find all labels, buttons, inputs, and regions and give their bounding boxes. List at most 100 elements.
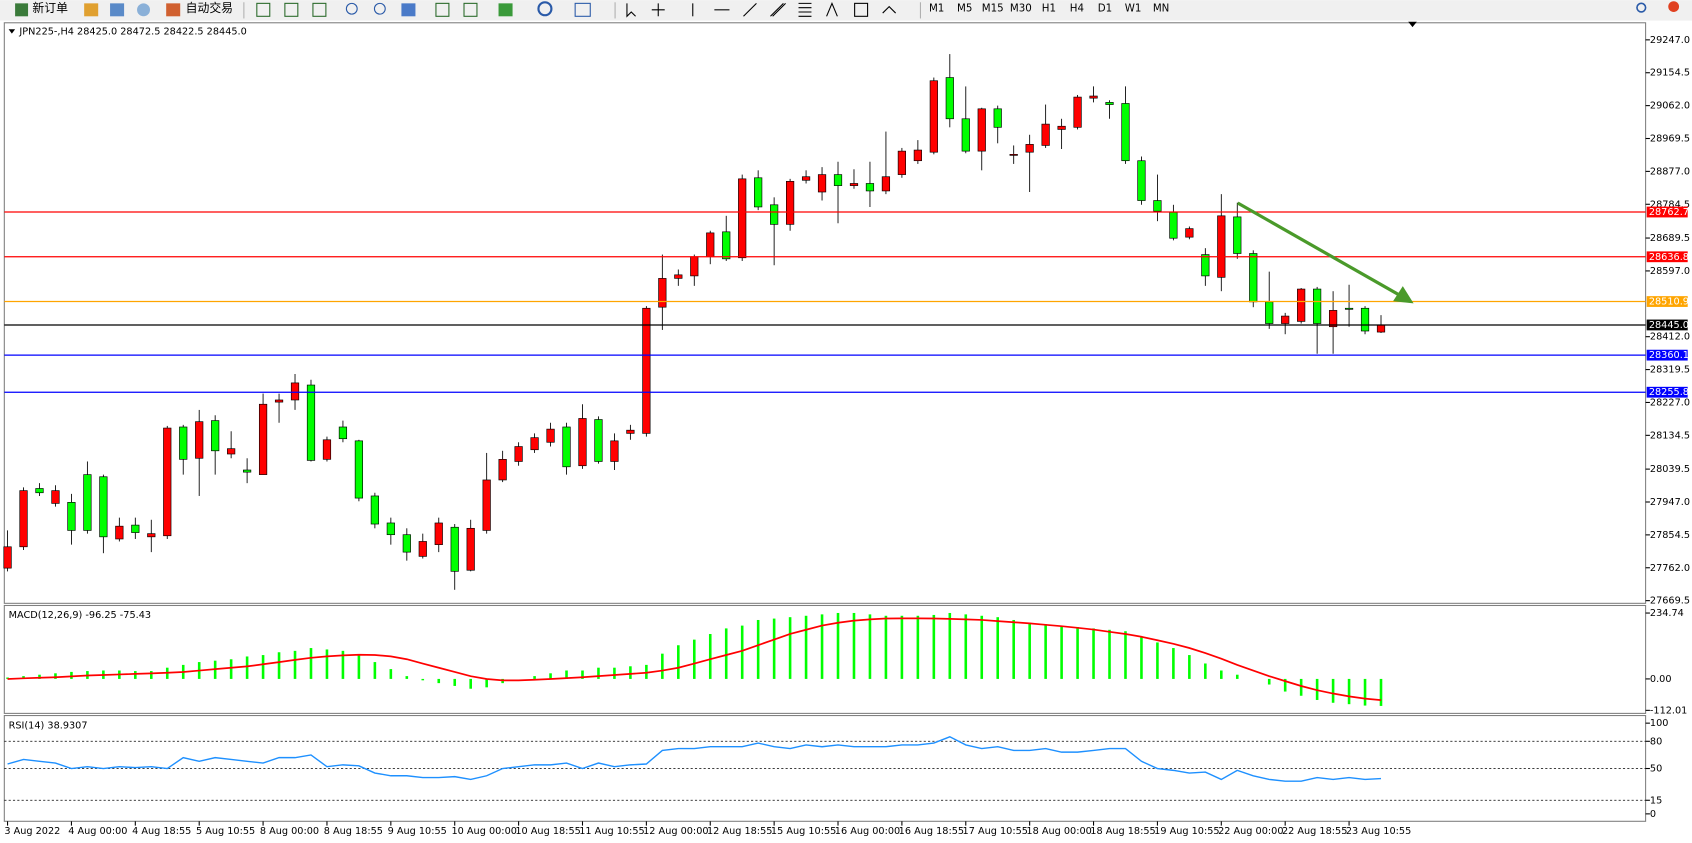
autotrade-icon[interactable]: [166, 3, 181, 17]
plot: 29247.0 29154.5 29062.0 28969.5 28877.0 28784…: [3, 26, 1690, 837]
cursor-icon[interactable]: [626, 3, 636, 18]
macd-bar: [1204, 663, 1207, 679]
candle-body: [1089, 95, 1098, 99]
candle-body: [786, 181, 795, 225]
timeframe-button[interactable]: W1: [1125, 3, 1142, 15]
timeframe-button[interactable]: M1: [929, 3, 944, 15]
channel-icon[interactable]: [770, 2, 786, 17]
macd-bar: [900, 615, 904, 679]
x-tick-label: 8 Aug 18:55: [324, 826, 383, 837]
y-tick-label: 27854.5: [1650, 530, 1690, 541]
scroll-icon[interactable]: [435, 2, 450, 17]
macd-bar: [788, 617, 792, 679]
bar-chart-icon[interactable]: [256, 2, 271, 17]
macd-bar: [820, 614, 824, 679]
candle-body: [817, 174, 827, 193]
candle-body: [578, 418, 587, 467]
macd-bar: [980, 615, 984, 679]
text-icon[interactable]: [826, 1, 838, 17]
y-tick-label: 27669.5: [1650, 596, 1690, 607]
line-chart-icon[interactable]: [312, 2, 327, 17]
search-icon[interactable]: [1636, 2, 1647, 13]
candle-body: [466, 527, 475, 571]
toolbar-icon[interactable]: [110, 3, 125, 17]
periods-icon[interactable]: [537, 1, 553, 17]
new-order-icon[interactable]: [15, 3, 29, 17]
candle-body: [594, 419, 603, 462]
x-tick-label: 12 Aug 18:55: [707, 826, 772, 837]
candle-body: [897, 150, 906, 175]
signal-line: [7, 617, 1382, 701]
level-label: 28510.9: [1649, 297, 1689, 308]
candle-body: [274, 399, 284, 403]
candle-body: [1025, 144, 1034, 153]
shift-icon[interactable]: [463, 2, 478, 17]
candle-body: [163, 427, 172, 537]
zoom-out-icon[interactable]: [373, 2, 386, 15]
timeframe-button[interactable]: M15: [982, 3, 1004, 15]
candle-body: [1009, 154, 1018, 156]
macd-bar: [756, 619, 760, 679]
candle-body: [1153, 200, 1162, 212]
macd-bar: [549, 673, 552, 679]
y-tick-label: 28039.5: [1650, 464, 1690, 475]
level-label: 28445.0: [1649, 320, 1689, 331]
candle-body: [35, 488, 44, 494]
level-label-box: [1646, 251, 1688, 263]
candle-body: [1057, 125, 1066, 130]
autotrade-button[interactable]: 自动交易: [186, 1, 233, 15]
macd-bar: [469, 678, 472, 689]
candle-body: [1281, 315, 1290, 324]
candle-body: [945, 77, 954, 120]
timeframe-button[interactable]: M30: [1010, 3, 1032, 15]
panel-title: RSI(14) 38.9307: [9, 720, 88, 731]
candle-body: [498, 459, 507, 481]
timeframe-button[interactable]: M5: [957, 3, 972, 15]
y-tick-label: 29154.5: [1650, 68, 1690, 79]
tile-icon[interactable]: [401, 3, 416, 17]
macd-bar: [1124, 631, 1127, 679]
y-tick-label: 28877.0: [1650, 166, 1690, 177]
candle-body: [211, 420, 220, 452]
macd-bar: [1299, 678, 1303, 696]
candle-body: [1233, 216, 1242, 254]
candle-body: [195, 421, 204, 459]
arrows-icon[interactable]: [882, 5, 897, 14]
y-tick-label: 27762.0: [1650, 563, 1690, 574]
crosshair-icon[interactable]: [651, 3, 665, 17]
notify-icon[interactable]: [1668, 1, 1680, 12]
macd-bar: [533, 676, 536, 679]
candle-body: [338, 426, 348, 440]
macd-bar: [1140, 636, 1143, 679]
templates-icon[interactable]: [574, 2, 591, 17]
timeframe-button[interactable]: MN: [1153, 3, 1170, 15]
fibo-icon[interactable]: [798, 2, 812, 17]
candle-body: [546, 428, 555, 443]
timeframe-button[interactable]: D1: [1098, 3, 1112, 15]
indicators-icon[interactable]: [498, 3, 513, 17]
zoom-in-icon[interactable]: [345, 2, 358, 15]
toolbar-icon[interactable]: [137, 3, 150, 17]
candle-body: [658, 278, 667, 308]
macd-bar: [1108, 629, 1111, 679]
label-icon[interactable]: [854, 2, 869, 17]
macd-bar: [964, 614, 968, 679]
timeframe-button[interactable]: H4: [1070, 3, 1084, 15]
macd-bar: [852, 612, 856, 679]
candle-body: [370, 495, 379, 525]
candle-body: [434, 522, 443, 545]
candle-body: [913, 149, 922, 162]
candle-body: [290, 382, 300, 401]
new-order-button[interactable]: 新订单: [32, 1, 68, 15]
level-label-box: [1646, 296, 1688, 307]
toolbar-group: 新订单 自动交易 M1 M5 M15 M30 H1 H4 D1 W1 MN: [15, 1, 1680, 19]
macd-bar: [1235, 674, 1239, 679]
macd-bar: [405, 676, 409, 679]
candle-body: [610, 440, 619, 462]
timeframe-button[interactable]: H1: [1042, 3, 1056, 15]
macd-bar: [373, 662, 377, 679]
level-label: 28762.7: [1649, 207, 1689, 218]
trendline-icon[interactable]: [743, 2, 757, 17]
candle-chart-icon[interactable]: [284, 2, 299, 17]
toolbar-icon[interactable]: [84, 3, 99, 17]
